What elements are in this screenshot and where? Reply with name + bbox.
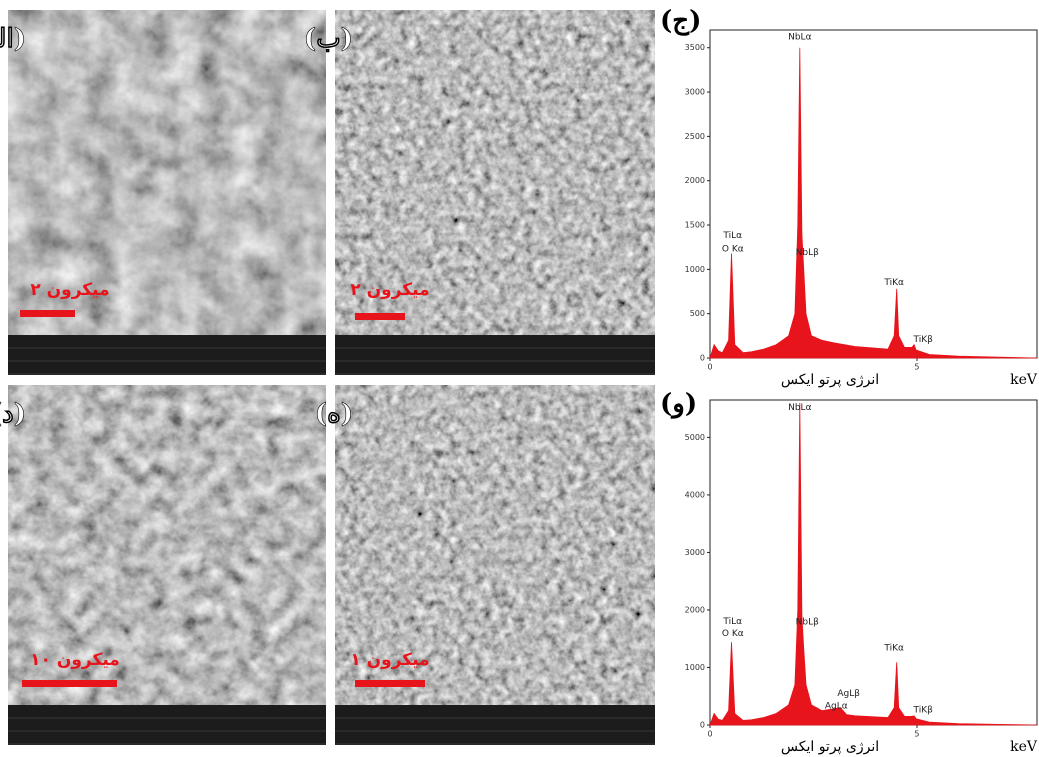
peak-label: AgLβ (837, 689, 860, 699)
peak-label: NbLα (788, 403, 811, 413)
y-tick-label: 3000 (685, 88, 705, 97)
x-axis-label: انرژی پرتو ایکس (781, 372, 879, 388)
spectrum (710, 48, 1037, 358)
y-tick-label: 1500 (685, 221, 705, 230)
scale-bar-label: ۱۰ میکرون (30, 650, 120, 670)
y-tick-label: 0 (700, 354, 705, 363)
peak-label: TiLα (722, 231, 742, 241)
y-tick-label: 2500 (685, 132, 705, 141)
peak-label: TiKβ (912, 335, 933, 345)
y-tick-label: 3000 (685, 548, 705, 557)
scale-bar (355, 313, 405, 320)
scale-bar-label: ۱ میکرون (350, 650, 429, 670)
y-tick-label: 4000 (685, 490, 705, 499)
y-tick-label: 500 (690, 309, 705, 318)
y-tick-label: 0 (700, 721, 705, 730)
peak-label: NbLα (788, 33, 811, 43)
peak-label: TiKα (883, 278, 904, 288)
scale-bar (22, 680, 117, 687)
panel-label: (ه) (315, 399, 353, 429)
y-tick-label: 2000 (685, 176, 705, 185)
peak-label: TiKα (883, 643, 904, 653)
scale-bar (355, 680, 425, 687)
panel-label: (ج) (660, 6, 701, 36)
y-tick-label: 3500 (685, 43, 705, 52)
panel-label: (ب) (304, 24, 353, 54)
x-tick-label: 5 (914, 730, 919, 739)
peak-label: TiKβ (912, 706, 933, 716)
info-bar (335, 705, 655, 745)
x-unit: keV (1010, 739, 1038, 755)
y-tick-label: 5000 (685, 433, 705, 442)
x-tick-label: 0 (707, 363, 712, 372)
peak-label: O Kα (722, 244, 744, 254)
panel-label: (د) (0, 399, 26, 429)
plot-frame (710, 30, 1037, 358)
peak-label: AgLα (825, 702, 848, 712)
x-tick-label: 5 (914, 363, 919, 372)
spectrum (710, 403, 1037, 725)
plot-frame (710, 400, 1037, 725)
x-axis-label: انرژی پرتو ایکس (781, 739, 879, 755)
x-tick-label: 0 (707, 730, 712, 739)
figure: (الف) ۲ میکرون (ب) ۲ میکرون (د) ۱۰ میکرون (ه) ۱… (0, 0, 1039, 757)
scale-bar-label: ۲ میکرون (350, 280, 429, 300)
info-bar (8, 335, 326, 375)
panel-label: (الف) (0, 24, 26, 54)
scale-bar (20, 310, 75, 317)
panel-label: (و) (660, 389, 697, 419)
peak-label: O Kα (722, 629, 744, 639)
y-tick-label: 1000 (685, 265, 705, 274)
peak-label: NbLβ (796, 618, 819, 628)
info-bar (8, 705, 326, 745)
x-unit: keV (1010, 372, 1038, 388)
y-tick-label: 2000 (685, 605, 705, 614)
y-tick-label: 1000 (685, 663, 705, 672)
peak-label: NbLβ (796, 248, 819, 258)
peak-label: TiLα (722, 617, 742, 627)
sem-images: (الف) ۲ میکرون (ب) ۲ میکرون (د) ۱۰ میکرون (ه) ۱… (0, 10, 655, 745)
info-bar (335, 335, 655, 375)
scale-bar-label: ۲ میکرون (30, 280, 109, 300)
